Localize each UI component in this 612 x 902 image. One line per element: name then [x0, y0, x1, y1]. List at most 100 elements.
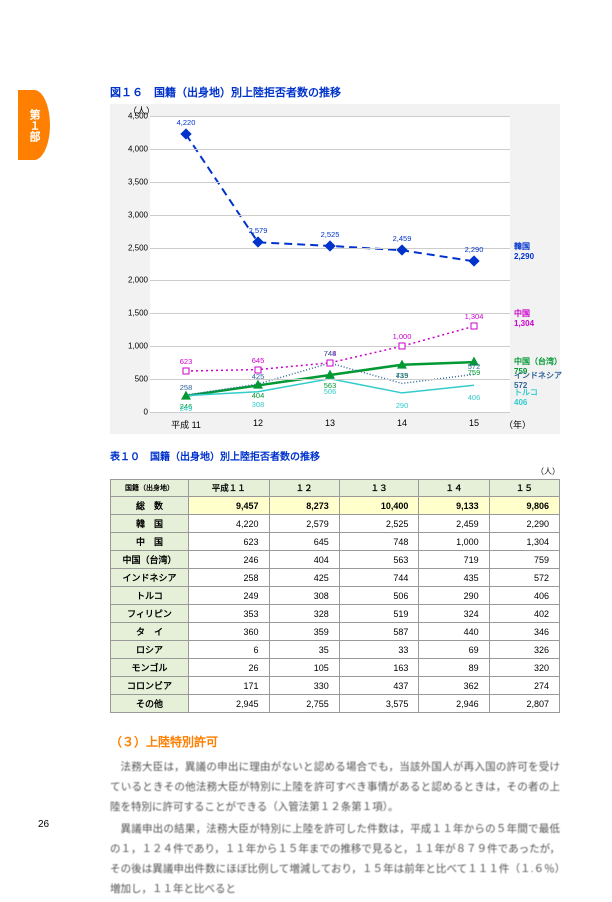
point-label: 1,304	[465, 312, 484, 321]
cell: 171	[189, 677, 270, 695]
y-tick: 0	[114, 408, 148, 417]
cell: 163	[339, 659, 419, 677]
cell: 8,273	[269, 497, 339, 515]
cell: 89	[419, 659, 489, 677]
point-label: 506	[324, 387, 337, 396]
cell: 6	[189, 641, 270, 659]
row-header: ロシア	[111, 641, 189, 659]
cell: 328	[269, 605, 339, 623]
cell: 69	[419, 641, 489, 659]
cell: 2,290	[489, 515, 559, 533]
row-header: 中国（台湾）	[111, 551, 189, 569]
column-header: １５	[489, 480, 559, 497]
row-header: インドネシア	[111, 569, 189, 587]
cell: 324	[419, 605, 489, 623]
page-number: 26	[38, 819, 49, 830]
cell: 406	[489, 587, 559, 605]
series-marker	[183, 368, 190, 375]
cell: 744	[339, 569, 419, 587]
cell: 645	[269, 533, 339, 551]
cell: 308	[269, 587, 339, 605]
y-tick: 3,000	[114, 210, 148, 219]
grid-line	[150, 116, 510, 117]
cell: 362	[419, 677, 489, 695]
x-suffix: （年）	[504, 418, 531, 431]
point-label: 4,220	[177, 118, 196, 127]
cell: 437	[339, 677, 419, 695]
series-label: トルコ406	[514, 387, 538, 407]
cell: 1,000	[419, 533, 489, 551]
point-label: 308	[252, 400, 265, 409]
cell: 563	[339, 551, 419, 569]
cell: 320	[489, 659, 559, 677]
x-tick: 14	[397, 418, 407, 428]
series-marker	[471, 323, 478, 330]
cell: 3,575	[339, 695, 419, 713]
series-marker	[399, 343, 406, 350]
x-tick: 15	[469, 418, 479, 428]
column-header: １４	[419, 480, 489, 497]
table-row: 中国（台湾）246404563719759	[111, 551, 560, 569]
grid-line	[150, 313, 510, 314]
cell: 519	[339, 605, 419, 623]
grid-line	[150, 346, 510, 347]
cell: 35	[269, 641, 339, 659]
grid-line	[150, 280, 510, 281]
cell: 506	[339, 587, 419, 605]
cell: 274	[489, 677, 559, 695]
table-row: インドネシア258425744435572	[111, 569, 560, 587]
cell: 9,457	[189, 497, 270, 515]
cell: 2,525	[339, 515, 419, 533]
row-header: フィリピン	[111, 605, 189, 623]
point-label: 406	[468, 393, 481, 402]
table-row: トルコ249308506290406	[111, 587, 560, 605]
cell: 105	[269, 659, 339, 677]
point-label: 290	[396, 401, 409, 410]
point-label: 435	[396, 371, 409, 380]
point-label: 645	[252, 356, 265, 365]
table-corner: 国籍（出身地）	[111, 480, 189, 497]
row-header: 中 国	[111, 533, 189, 551]
data-table: 国籍（出身地）平成１１１２１３１４１５ 総 数9,4578,27310,4009…	[110, 479, 560, 713]
column-header: １２	[269, 480, 339, 497]
table-row: 総 数9,4578,27310,4009,1339,806	[111, 497, 560, 515]
table-title: 表１０ 国籍（出身地）別上陸拒否者数の推移	[110, 448, 560, 463]
y-tick: 1,000	[114, 342, 148, 351]
point-label: 1,000	[393, 332, 412, 341]
table-row: その他2,9452,7553,5752,9462,807	[111, 695, 560, 713]
cell: 719	[419, 551, 489, 569]
cell: 33	[339, 641, 419, 659]
cell: 10,400	[339, 497, 419, 515]
point-label: 572	[468, 362, 481, 371]
table-row: 中 国6236457481,0001,304	[111, 533, 560, 551]
point-label: 249	[180, 404, 193, 413]
point-label: 623	[180, 357, 193, 366]
point-label: 2,525	[321, 230, 340, 239]
table-row: モンゴル2610516389320	[111, 659, 560, 677]
cell: 1,304	[489, 533, 559, 551]
table-row: フィリピン353328519324402	[111, 605, 560, 623]
paragraph: 異議申出の結果，法務大臣が特別に上陸を許可した件数は，平成１１年からの５年間で最…	[110, 820, 560, 900]
column-header: １３	[339, 480, 419, 497]
cell: 346	[489, 623, 559, 641]
main-content: 図１６ 国籍（出身地）別上陸拒否者数の推移 （人） 05001,0001,500…	[110, 84, 560, 902]
row-header: 総 数	[111, 497, 189, 515]
cell: 9,133	[419, 497, 489, 515]
cell: 258	[189, 569, 270, 587]
cell: 249	[189, 587, 270, 605]
cell: 360	[189, 623, 270, 641]
y-tick: 4,500	[114, 112, 148, 121]
cell: 246	[189, 551, 270, 569]
side-tab: 第１部	[18, 90, 50, 160]
series-marker	[397, 359, 407, 368]
row-header: その他	[111, 695, 189, 713]
y-tick: 2,500	[114, 243, 148, 252]
row-header: 韓 国	[111, 515, 189, 533]
cell: 759	[489, 551, 559, 569]
row-header: タ イ	[111, 623, 189, 641]
table-row: ロシア6353369326	[111, 641, 560, 659]
x-tick: 平成 11	[171, 418, 201, 431]
cell: 353	[189, 605, 270, 623]
cell: 748	[339, 533, 419, 551]
y-tick: 1,500	[114, 309, 148, 318]
